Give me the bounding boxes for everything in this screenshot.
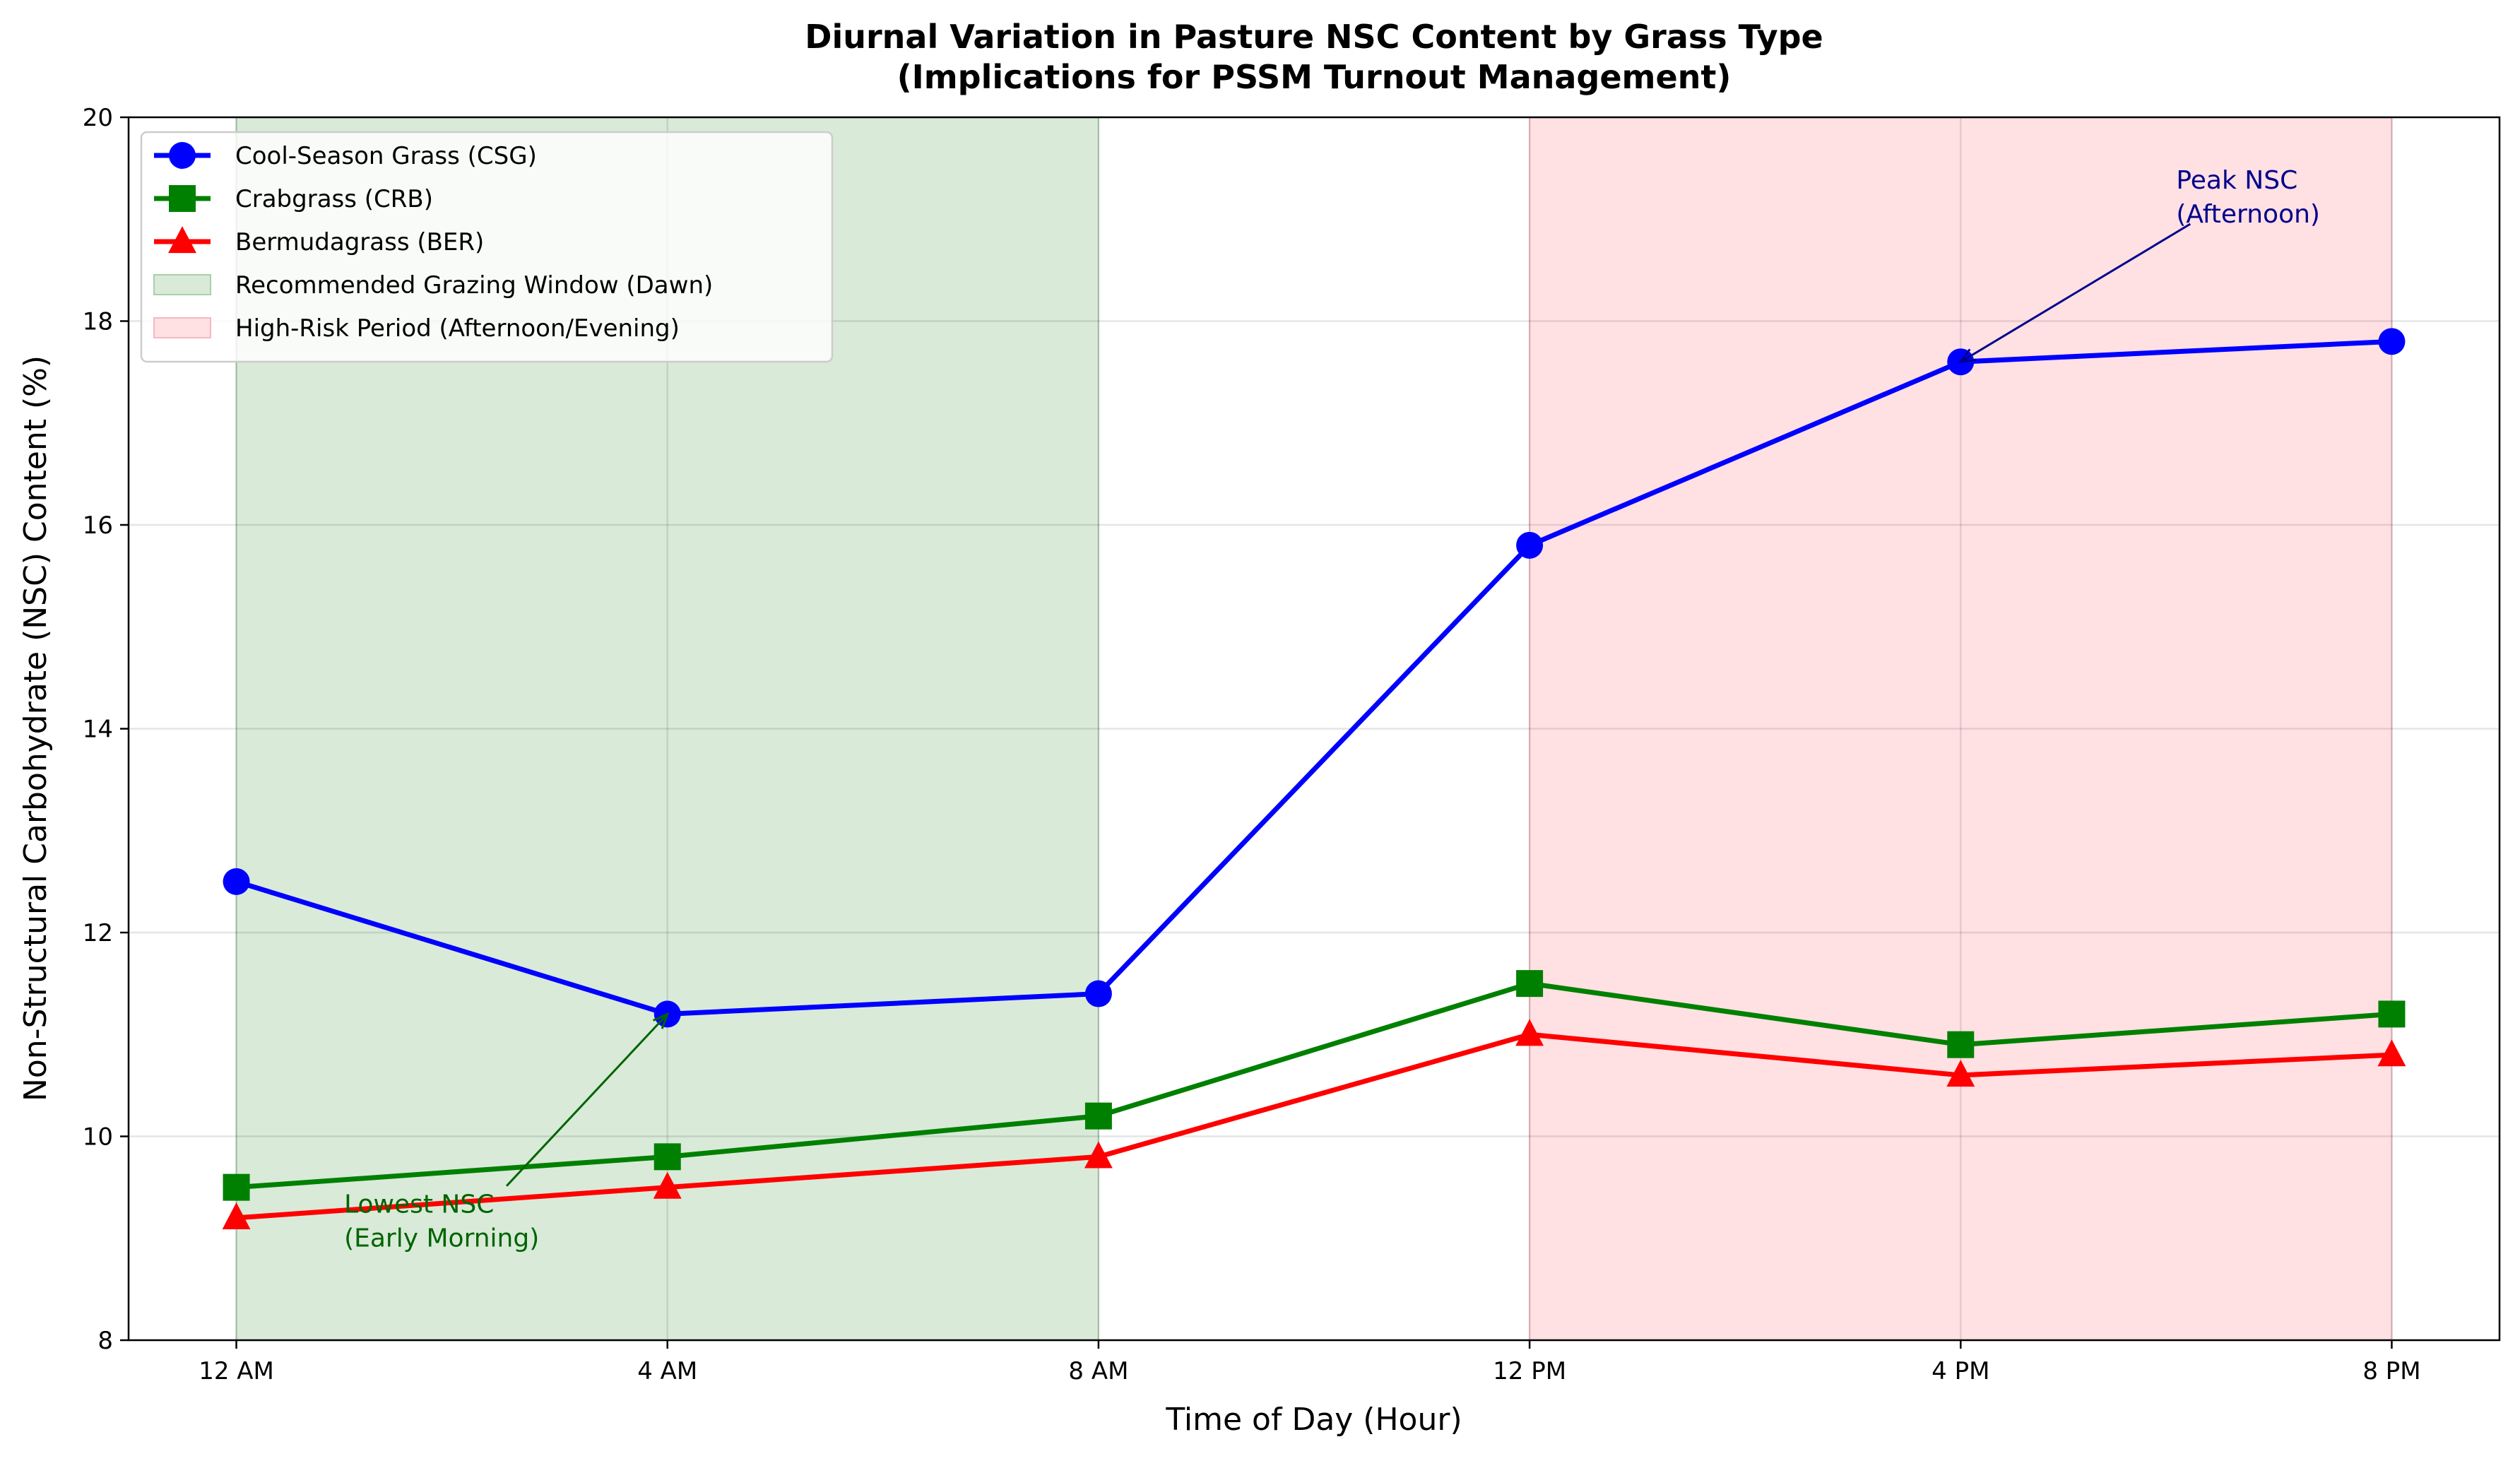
legend-label: Crabgrass (CRB): [235, 185, 433, 213]
annotation-text: Lowest NSC: [344, 1190, 494, 1219]
data-point: [2377, 1039, 2406, 1067]
x-tick-label: 12 AM: [199, 1357, 274, 1385]
x-tick-label: 12 PM: [1493, 1357, 1566, 1385]
legend-marker: [169, 142, 196, 169]
legend-box: [140, 131, 834, 363]
legend-label: Recommended Grazing Window (Dawn): [235, 271, 713, 300]
x-tick-label: 8 PM: [2362, 1357, 2420, 1385]
series-1: [223, 970, 2406, 1201]
data-point: [1516, 970, 1544, 998]
x-tick-label: 4 AM: [637, 1357, 697, 1385]
series-line: [236, 1031, 2392, 1221]
data-point: [653, 1143, 681, 1171]
data-point: [223, 1173, 250, 1201]
series-line: [235, 338, 2392, 1017]
legend-item: Bermudagrass (BER): [154, 226, 484, 256]
data-point: [1947, 1031, 1975, 1058]
y-tick-label: 8: [97, 1327, 113, 1355]
data-point: [1084, 1102, 1112, 1130]
legend-label: Bermudagrass (BER): [235, 228, 484, 256]
data-point: [1515, 1019, 1544, 1046]
chart-subtitle: (Implications for PSSM Turnout Managemen…: [897, 58, 1732, 96]
annotation-text: Peak NSC: [2176, 166, 2297, 195]
annotation-arrow: [1960, 223, 2191, 363]
chart-title: Diurnal Variation in Pasture NSC Content…: [805, 18, 1823, 56]
data-point: [1084, 1141, 1113, 1169]
data-point: [222, 1202, 251, 1230]
x-tick-label: 4 PM: [1932, 1357, 1989, 1385]
arrowhead-icon: [1958, 348, 1977, 364]
annotation-text: (Afternoon): [2176, 200, 2320, 229]
y-tick-label: 14: [83, 716, 113, 744]
legend-item: Cool-Season Grass (CSG): [154, 142, 537, 170]
data-point: [2378, 328, 2406, 355]
legend-item: High-Risk Period (Afternoon/Evening): [153, 314, 680, 343]
y-tick-label: 20: [83, 104, 113, 132]
x-tick-label: 8 AM: [1068, 1357, 1128, 1385]
data-point: [223, 868, 250, 895]
y-tick-label: 12: [83, 919, 113, 947]
annotation-text: (Early Morning): [344, 1224, 539, 1253]
series-line: [236, 981, 2392, 1190]
legend-marker: [168, 226, 196, 254]
data-point: [1084, 980, 1112, 1007]
legend-label: High-Risk Period (Afternoon/Evening): [235, 314, 680, 343]
data-point: [1946, 1060, 1975, 1087]
y-axis-label: Non-Structural Carbohydrate (NSC) Conten…: [18, 355, 54, 1101]
data-point: [1516, 531, 1544, 559]
annotation-0: Lowest NSC (Early Morning): [344, 1012, 670, 1253]
legend-swatch: [153, 274, 211, 295]
shaded-span-1: [1530, 117, 2392, 1340]
y-tick-label: 18: [83, 308, 113, 336]
annotation-arrow: [505, 1013, 668, 1187]
legend-marker: [169, 185, 196, 212]
arrowhead-icon: [653, 1012, 670, 1029]
legend-swatch: [153, 317, 211, 338]
x-axis-label: Time of Day (Hour): [1165, 1402, 1462, 1438]
legend-label: Cool-Season Grass (CSG): [235, 142, 537, 170]
y-tick-label: 10: [83, 1123, 113, 1152]
series-0: [223, 328, 2406, 1028]
annotation-1: Peak NSC (Afternoon): [1958, 166, 2320, 364]
legend-item: Recommended Grazing Window (Dawn): [153, 271, 713, 300]
data-point: [2378, 1000, 2406, 1028]
series-2: [222, 1019, 2406, 1230]
legend: Cool-Season Grass (CSG) Crabgrass (CRB) Be…: [140, 131, 834, 363]
data-point: [653, 1171, 682, 1199]
y-tick-label: 16: [83, 511, 113, 540]
legend-item: Crabgrass (CRB): [154, 185, 433, 213]
